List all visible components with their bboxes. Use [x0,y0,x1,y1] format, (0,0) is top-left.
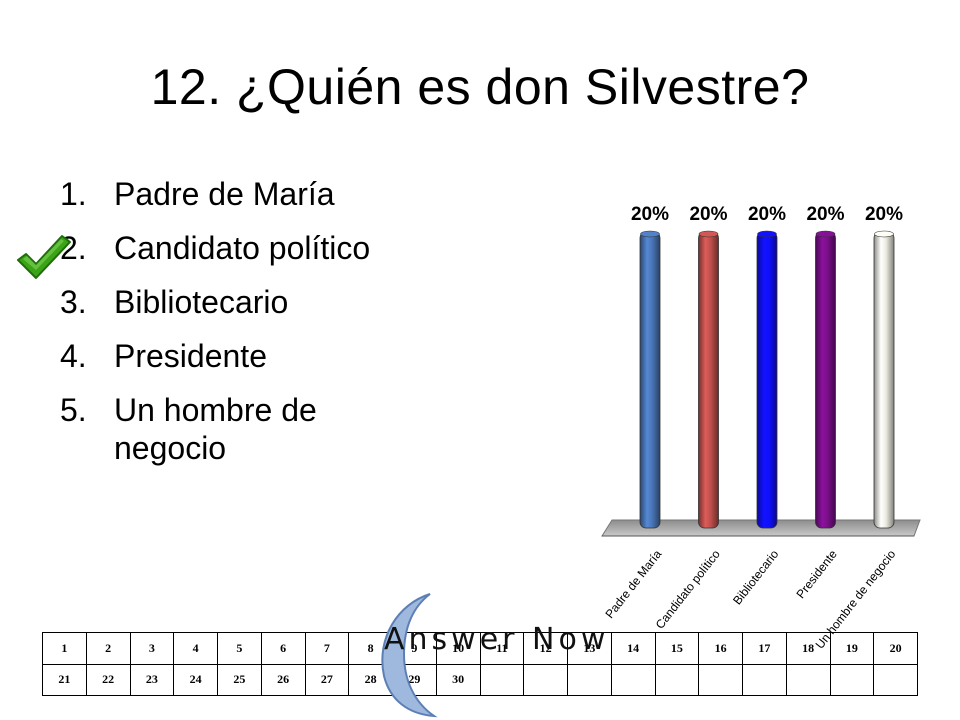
chart-bar [815,231,836,529]
chart-bar [756,231,778,529]
answer-text: Presidente [114,338,267,375]
grid-cell: 21 [42,663,87,696]
chart-category-label: Padre de María [602,547,664,621]
response-grid: 1 2 3 4 5 6 7 8 9 10 11 12 13 14 15 16 17 18 19 20 21 22 23 24 2… [42,632,918,696]
grid-cell: 17 [742,632,787,665]
answer-option-2[interactable]: 2. Candidato político [60,230,420,267]
chart-bar [698,231,719,529]
grid-cell: 15 [654,632,700,665]
answer-number: 1. [60,176,87,212]
grid-cell: 22 [85,663,131,696]
grid-cell [610,663,656,696]
slide-title: 12. ¿Quién es don Silvestre? [150,59,810,115]
grid-cell: 24 [173,663,218,696]
grid-cell: 14 [610,632,656,665]
grid-cell: 7 [304,632,350,665]
grid-cell: 27 [304,663,350,696]
grid-cell: 26 [260,663,306,696]
green-checkmark-icon [17,235,71,279]
answer-number: 5. [60,392,87,429]
answer-number: 3. [60,284,87,321]
grid-cell: 2 [85,632,131,665]
chart-value-label: 20% [806,204,844,225]
chart-value-label: 20% [689,204,727,225]
answer-text: Un hombre de negocio [114,392,317,466]
chart-value-label: 20% [631,204,669,225]
chart-category-label: Candidato político [653,547,723,632]
moon-logo-icon [381,593,438,718]
answer-text: Candidato político [114,230,371,267]
grid-cell: 30 [435,663,481,696]
grid-cell: 20 [873,632,918,665]
grid-cell: 3 [129,632,175,665]
answer-option-3[interactable]: 3. Bibliotecario [60,284,420,321]
grid-cell: 1 [42,632,87,665]
answer-option-5[interactable]: 5. Un hombre de negocio [60,392,420,466]
grid-row: 21 22 23 24 25 26 27 28 29 30 [42,663,918,696]
bar-chart: 20% 20% 20% 20% 20% Padre de MaríaCandidato … [601,204,921,652]
chart-category-label: Bibliotecario [730,547,781,607]
grid-cell [785,663,831,696]
grid-cell: 5 [217,632,262,665]
grid-cell: 19 [829,632,875,665]
chart-bar [873,231,895,529]
chart-bar-cap [698,230,719,238]
answer-option-4[interactable]: 4. Presidente [60,338,420,375]
grid-cell: 16 [698,632,743,665]
answer-number: 4. [60,338,87,375]
chart-category-label: Presidente [794,547,841,601]
answer-list: 1. Padre de María 2. Candidato político … [60,176,420,484]
chart-bar-cap [874,230,894,238]
chart-bar-cap [640,230,660,238]
grid-cell [742,663,787,696]
grid-cell [654,663,700,696]
answer-text: Bibliotecario [114,284,289,321]
grid-cell [873,663,918,696]
chart-bar-cap [757,230,777,238]
answer-now-logo-text: Answer Now [384,622,610,657]
grid-cell [829,663,875,696]
chart-value-label: 20% [865,204,903,225]
grid-cell: 6 [260,632,306,665]
grid-cell: 18 [785,632,831,665]
grid-cell [698,663,743,696]
chart-value-label: 20% [748,204,786,225]
answer-text: Padre de María [114,176,335,212]
chart-bar-cap [815,230,836,238]
chart-bar [639,231,661,529]
answer-option-1[interactable]: 1. Padre de María [60,176,420,213]
grid-cell: 25 [217,663,262,696]
grid-cell [523,663,568,696]
grid-cell: 23 [129,663,175,696]
grid-cell: 4 [173,632,218,665]
